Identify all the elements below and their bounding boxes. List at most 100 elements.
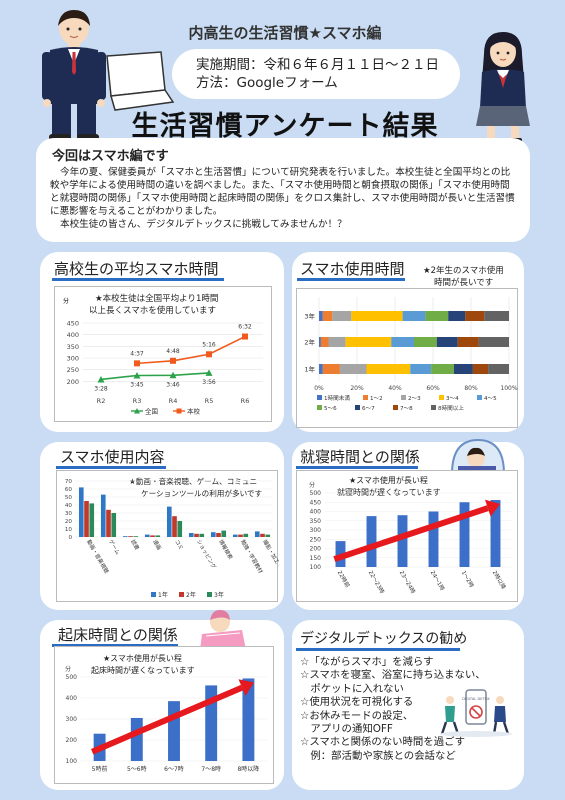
legend-swatch [477,395,482,400]
legend-label: 1時間未満 [324,394,350,402]
x-tick-label: 22～23時 [367,569,387,595]
data-point [169,371,177,379]
legend-swatch [207,592,212,597]
y-tick-label: 100 [66,758,78,765]
x-tick-label: コミ [173,539,184,552]
digital-detox-illustration: DIGITAL DETOX [440,689,512,737]
bar [490,500,501,567]
y-tick-label: 200 [310,546,322,553]
y-tick-label: 250 [67,366,79,374]
bar [254,531,260,537]
content-chart: ★動画・音楽視聴、ゲーム、コミュニ ケーションツールの利用が多いです 0 10 20… [56,470,279,602]
bar [106,509,111,537]
data-point [133,372,141,379]
x-tick-label: 7～8時 [201,765,221,773]
x-tick-label: 23～24時 [398,569,418,595]
x-tick-label: 撮影・加工・創作 [261,538,279,580]
intro-heading: 今回はスマホ編です [52,149,169,164]
content-note-1: ★動画・音楽視聴、ゲーム、コミュニ [129,477,258,486]
data-point [170,357,176,364]
data-label: 3:45 [130,382,144,389]
stacked-segment [332,311,352,321]
bar [238,534,243,537]
y-tick-label: 350 [67,343,79,351]
boy-student-illustration [42,10,106,141]
y-tick-label: 200 [66,737,78,744]
y-tick-label: 30 [65,511,73,517]
y-tick-label: 300 [310,527,322,534]
legend-swatch [317,405,322,410]
y-tick-label: 450 [310,499,322,506]
usage-time-note-1: ★2年生のスマホ使用 [423,266,504,276]
y-tick-label: 60 [65,487,73,493]
stacked-segment [465,311,485,321]
data-label: 4:37 [130,350,144,357]
detox-item: 例：部活動や家族との会話など [300,749,456,762]
x-tick-label: ショッピング [195,538,218,571]
sleep-bar-chart: 分 100 150 200 250 300 350 400 450 500 22時前 22～23時 23… [309,481,511,595]
bar [100,494,106,537]
stacked-segment [322,364,340,374]
legend-swatch [179,592,184,597]
avg-time-line-chart: 分 200 250 300 350 400 450 R2 R3 R4 R5 R6 3:28 3:45 3:4… [63,297,263,416]
y-tick-label: 400 [67,331,79,339]
stacked-segment [402,311,426,321]
stacked-segment [328,337,346,347]
girl-student-illustration [476,32,530,143]
legend-swatch [355,405,360,410]
x-tick-label: 漫画 [151,538,163,551]
page-title: 生活習慣アンケート結果 [131,111,439,142]
y-axis-unit: 分 [63,297,69,305]
usage-time-chart: 0% 20% 40% 60% 80% 100% 3年 2年 1年 1時間未満 1～2 2～3 3～4 4～… [296,288,518,428]
series-line [100,372,210,381]
detox-title: デジタルデトックスの勧め [300,631,468,647]
y-tick-label: 2年 [304,338,315,347]
detox-item: ☆使用状況を可視化する [300,696,414,709]
stacked-segment [322,311,333,321]
data-label: 3:46 [166,381,180,388]
stacked-segment [414,337,437,347]
survey-period: 実施期間：令和６年６月１１日～２１日 [196,57,439,73]
bar [133,536,139,537]
y-axis-unit: 分 [65,665,71,673]
bar [84,501,89,537]
wake-note-2: 起床時間が遅くなっています [91,666,195,675]
y-tick-label: 300 [67,355,79,363]
y-tick-label: 40 [65,503,73,509]
x-tick-label: 8時以降 [237,765,259,773]
x-tick-label: 80% [464,385,478,392]
bar [150,535,155,537]
legend-label: 7～8 [400,406,413,412]
bar [144,534,150,537]
intro-card: 今回はスマホ編です 今年の夏、保健委員が「スマホと生活習慣」について研究発表を行… [36,138,530,242]
usage-time-title: スマホ使用時間 [300,260,405,278]
content-title: スマホ使用内容 [60,448,165,466]
data-label: 4:48 [166,348,180,355]
sleep-title-underline [296,466,418,469]
y-tick-label: 400 [66,695,78,702]
legend-label: 本校 [187,407,201,416]
detox-item: ポケットに入れない [300,682,404,695]
trend-arrow-shaft [90,684,244,755]
x-tick-label: 100% [500,385,517,392]
x-tick-label: 5時前 [92,765,108,773]
x-tick-label: 20% [350,385,364,392]
bar [89,503,95,537]
data-point [205,369,213,376]
bar [216,533,221,537]
avg-time-title: 高校生の平均スマホ時間 [54,260,219,278]
usage-time-title-underline [297,278,405,281]
y-tick-label: 10 [65,527,73,533]
sleep-chart: ★スマホ使用が長い程 就寝時間が遅くなっています 分 100 150 200 250 30… [296,470,518,602]
bar [177,521,183,537]
legend-swatch [393,405,398,410]
bar [265,534,271,537]
detox-title-underline [296,648,460,651]
stacked-segment [453,364,473,374]
x-tick-label: 動画・音楽視聴 [85,538,111,575]
bar [221,530,227,537]
stacked-segment [339,364,367,374]
data-label: 6:32 [238,324,252,331]
stacked-segment [319,364,323,374]
